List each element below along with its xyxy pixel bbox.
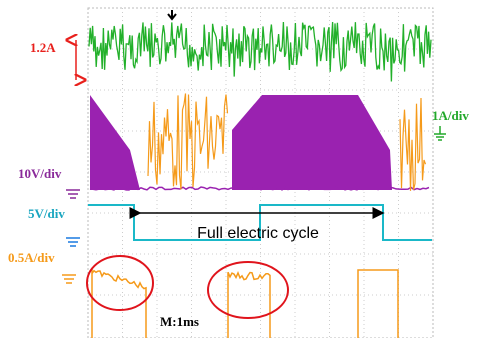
green-scale: 1A/div bbox=[432, 108, 469, 123]
orange-ground bbox=[62, 275, 76, 283]
purple-scale: 10V/div bbox=[18, 166, 62, 181]
green-ground bbox=[434, 126, 446, 140]
cyan-ground bbox=[66, 238, 80, 246]
timebase: M:1ms bbox=[160, 314, 199, 329]
cyan-scale: 5V/div bbox=[28, 206, 65, 221]
purple-ground bbox=[66, 190, 80, 198]
oscilloscope-figure: 1.2A 1A/div 10V/div 5V/div 0.5A/div Full… bbox=[0, 0, 478, 338]
peak-label: 1.2A bbox=[30, 40, 56, 55]
cycle-caption: Full electric cycle bbox=[197, 225, 319, 242]
orange-scale: 0.5A/div bbox=[8, 250, 55, 265]
